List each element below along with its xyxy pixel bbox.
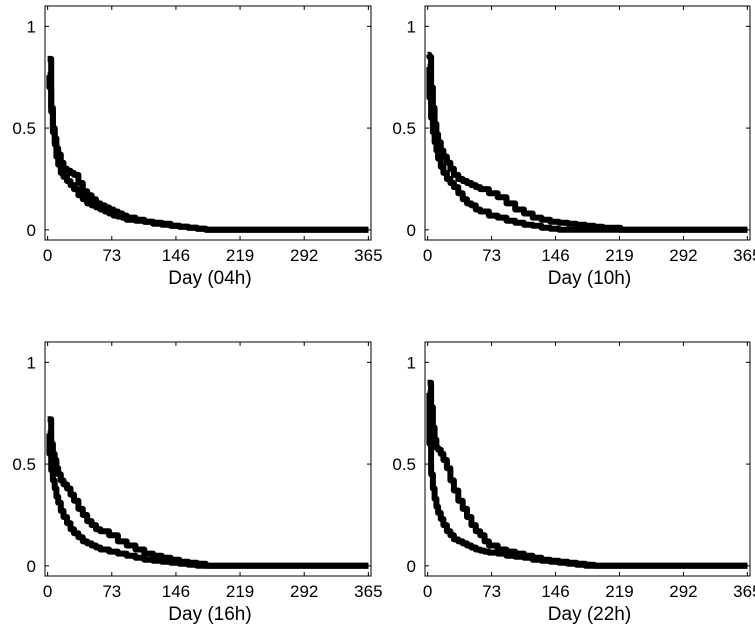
x-tick-label: 146: [541, 246, 569, 265]
series-line-2: [426, 64, 748, 233]
panels: 0 73 146 219 292 365 0 0.5 1 Day (04h) 0 73 146 219 29…: [12, 5, 755, 625]
x-tick-label: 292: [669, 582, 697, 601]
x-axis-label: Day (16h): [168, 604, 251, 625]
y-tick-label: 0.5: [12, 455, 36, 474]
panel-3: 0 73 146 219 292 365 0 0.5 1 Day (16h): [12, 341, 383, 625]
y-tick-label: 0: [27, 221, 36, 240]
x-tick-label: 73: [102, 582, 121, 601]
x-tick-label: 73: [482, 246, 501, 265]
plot-frame: [424, 341, 751, 577]
series-line-1: [426, 51, 748, 233]
panel-2: 0 73 146 219 292 365 0 0.5 1 Day (10h): [392, 5, 755, 289]
x-tick-label: 292: [290, 582, 318, 601]
y-tick-label: 1: [407, 353, 416, 372]
x-tick-label: 219: [226, 246, 254, 265]
panel-1: 0 73 146 219 292 365 0 0.5 1 Day (04h): [12, 5, 383, 289]
x-tick-label: 365: [354, 582, 382, 601]
x-tick-label: 146: [162, 582, 190, 601]
x-tick-label: 0: [423, 246, 432, 265]
y-tick-label: 0.5: [392, 119, 416, 138]
x-tick-label: 365: [733, 246, 755, 265]
x-tick-label: 219: [226, 582, 254, 601]
y-tick-label: 1: [27, 353, 36, 372]
x-tick-label: 0: [43, 246, 52, 265]
y-tick-label: 0: [407, 221, 416, 240]
x-tick-label: 219: [605, 246, 633, 265]
x-tick-label: 365: [354, 246, 382, 265]
plot-frame: [44, 5, 372, 241]
y-tick-label: 0.5: [12, 119, 36, 138]
y-tick-label: 1: [407, 17, 416, 36]
y-tick-label: 1: [27, 17, 36, 36]
x-tick-label: 292: [669, 246, 697, 265]
x-tick-label: 146: [162, 246, 190, 265]
panel-4: 0 73 146 219 292 365 0 0.5 1 Day (22h): [392, 341, 755, 625]
x-axis-label: Day (10h): [548, 268, 631, 289]
y-tick-label: 0: [27, 557, 36, 576]
x-tick-label: 0: [423, 582, 432, 601]
x-tick-label: 73: [102, 246, 121, 265]
y-tick-label: 0: [407, 557, 416, 576]
plot-frame: [424, 5, 751, 241]
x-tick-label: 365: [733, 582, 755, 601]
x-tick-label: 0: [43, 582, 52, 601]
series-line-2: [46, 430, 369, 569]
x-tick-label: 292: [290, 246, 318, 265]
y-tick-label: 0.5: [392, 455, 416, 474]
x-axis-label: Day (22h): [548, 604, 631, 625]
plot-frame: [44, 341, 372, 577]
x-axis-label: Day (04h): [168, 268, 251, 289]
x-tick-label: 73: [482, 582, 501, 601]
series-line-2: [426, 389, 748, 569]
series-line-2: [46, 72, 369, 233]
x-tick-label: 219: [605, 582, 633, 601]
x-tick-label: 146: [541, 582, 569, 601]
